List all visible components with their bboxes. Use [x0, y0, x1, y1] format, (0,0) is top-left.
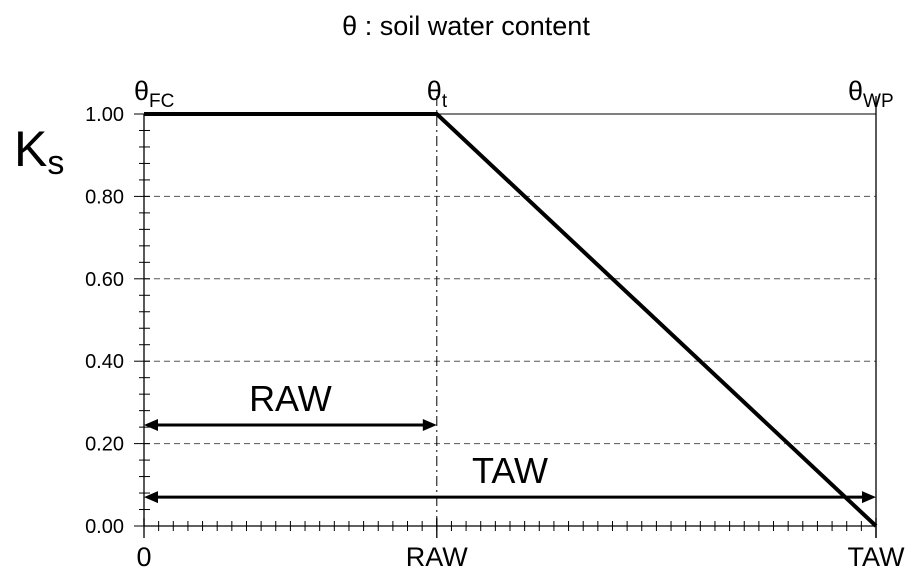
top-label-0: θFC: [134, 76, 174, 112]
annotation-taw-arrow-left: [144, 491, 158, 504]
x-tick-label-0: 0: [136, 542, 151, 572]
annotation-taw-arrow-right: [862, 491, 876, 504]
y-axis-label-subscript: s: [47, 144, 64, 182]
annotation-raw: RAW: [144, 378, 437, 432]
top-label-subscript-2: WP: [863, 91, 894, 112]
y-tick-label-0: 0.00: [85, 516, 124, 538]
series: [144, 112, 878, 528]
x-tick-label-2: TAW: [848, 542, 905, 572]
x-tick-label-1: RAW: [406, 542, 469, 572]
title-theta-symbol: θ: [342, 11, 357, 41]
y-tick-label-2: 0.40: [85, 351, 124, 373]
ks-series-line-0: [144, 112, 878, 528]
y-tick-label-3: 0.60: [85, 269, 124, 291]
y-axis-label: Ks: [14, 121, 64, 182]
annotation-raw-label: RAW: [249, 378, 332, 419]
x-tick-labels: 0 RAW TAW: [136, 542, 905, 572]
top-label-2: θWP: [848, 76, 894, 112]
y-tick-labels: 0.00 0.20 0.40 0.60 0.80 1.00: [85, 104, 124, 538]
top-label-subscript-0: FC: [149, 91, 174, 112]
range-annotations: RAW TAW: [144, 378, 876, 504]
top-label-theta-2: θ: [848, 76, 863, 106]
annotation-raw-arrow-right: [422, 419, 437, 432]
y-axis-label-main: K: [14, 121, 47, 177]
top-label-1: θt: [427, 76, 448, 112]
title-text: : soil water content: [357, 11, 590, 41]
chart-title: θ : soil water content: [342, 11, 590, 41]
top-label-theta-0: θ: [134, 76, 149, 106]
axes: [143, 96, 877, 538]
annotation-taw-label: TAW: [472, 450, 548, 491]
top-theta-labels: θFC θt θWP: [134, 76, 894, 112]
annotation-taw: TAW: [144, 450, 876, 504]
y-tick-label-4: 0.80: [85, 186, 124, 208]
annotation-raw-arrow-left: [144, 419, 158, 432]
y-tick-label-1: 0.20: [85, 434, 124, 456]
top-label-subscript-1: t: [442, 91, 448, 112]
y-tick-label-5: 1.00: [85, 104, 124, 126]
top-label-theta-1: θ: [427, 76, 442, 106]
